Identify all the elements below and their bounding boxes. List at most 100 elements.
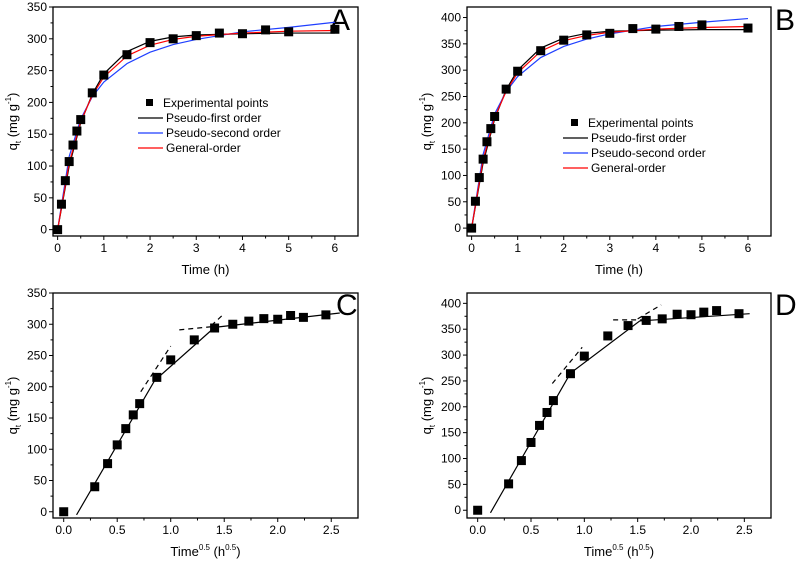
data-point [536,46,546,56]
y-label-part: ) [419,377,434,381]
fit-line [489,313,750,514]
panel-a: 0 1 2 3 4 5 6 0 50 100 150 200 250 300 350 Time (h) qt (… [4,0,359,277]
data-point [168,34,178,44]
plot-frame [466,6,772,237]
fit-line [76,312,340,516]
y-label-part: t [428,424,437,427]
legend-label: Pseudo-second order [166,126,281,140]
y-label-part: t [14,140,23,143]
x-tick-label: 4 [239,241,246,255]
plot-area [489,304,750,514]
x-tick-label: 2.5 [736,523,753,537]
x-axis-label: Time (h) [595,262,643,277]
data-point [59,507,69,517]
x-tick-label: 0.5 [523,523,540,537]
data-point [473,505,483,515]
y-label-part: (mg g [419,104,434,141]
x-tick-label: 5 [285,241,292,255]
x-tick-label: 2.5 [323,523,340,537]
series-line-pseudo-second-order [57,21,335,230]
y-tick-label: 250 [441,374,461,388]
data-point [672,309,682,319]
y-tick-label: 150 [441,142,461,156]
data-point [298,312,308,322]
y-tick-label: 100 [441,452,461,466]
y-tick-label: 200 [441,400,461,414]
legend-label: Experimental points [588,116,693,130]
legend-label: General-order [591,161,666,175]
y-tick-label: 150 [441,426,461,440]
y-tick-label: 150 [27,411,47,425]
y-tick-label: 50 [34,474,48,488]
y-axis-label: qt (mg g-1) [418,93,437,151]
panel-letter: D [775,289,797,322]
x-tick-label: 3 [606,241,613,255]
data-point [64,157,74,167]
x-label-part: 0.5 [199,543,211,552]
data-point [623,321,633,331]
x-tick-label: 1 [100,241,107,255]
x-axis-label: Time0.5 (h0.5) [170,543,240,559]
y-label-part: -1 [4,380,13,388]
data-point [189,335,199,345]
x-label-part: ) [650,544,654,559]
data-point [657,314,667,324]
y-tick-label: 50 [448,195,462,209]
plot-frame [52,292,359,519]
panel-letter: C [336,289,358,322]
data-point [579,351,589,361]
data-point [628,24,638,34]
y-tick-label: 350 [441,37,461,51]
data-point [259,314,269,324]
x-tick-label: 2.0 [683,523,700,537]
x-tick-label: 2 [147,241,154,255]
dashed-line [637,304,662,320]
y-tick-label: 0 [40,505,47,519]
data-point [605,28,615,38]
legend-marker-points [571,119,578,126]
x-tick-label: 1.5 [216,523,233,537]
data-point [535,420,545,430]
y-label-part: q [419,427,434,434]
x-tick-label: 0 [468,241,475,255]
y-label-part: t [14,424,23,427]
data-point [72,126,82,136]
x-tick-label: 6 [332,241,339,255]
data-point [490,111,500,121]
data-point [152,372,162,382]
y-tick-label: 400 [441,296,461,310]
x-label-part: Time [170,544,198,559]
data-point [603,331,613,341]
y-label-part: ) [419,93,434,97]
data-point [743,23,753,33]
data-point [330,24,340,34]
data-point [697,20,707,30]
x-axis-label: Time (h) [182,262,230,277]
y-axis-label: qt (mg g-1) [4,93,23,151]
data-point [286,311,296,320]
y-tick-label: 250 [27,349,47,363]
data-point [467,223,477,233]
legend-label: Pseudo-first order [166,111,261,125]
x-tick-label: 0.5 [109,523,126,537]
y-tick-label: 300 [441,63,461,77]
x-tick-label: 1 [514,241,521,255]
y-label-part: (mg g [5,104,20,141]
data-point [112,440,122,450]
data-point [542,407,552,417]
data-point [191,31,201,41]
data-point [699,307,709,317]
data-point [504,479,514,489]
data-point [501,84,511,94]
y-tick-label: 0 [454,503,461,517]
x-label-part: (h [623,544,638,559]
y-tick-label: 100 [27,442,47,456]
data-point [56,199,66,209]
data-point [641,315,651,325]
data-point [470,196,480,206]
x-label-part: (h [210,544,225,559]
data-point [53,225,63,235]
y-tick-label: 0 [454,221,461,235]
data-point [68,140,78,150]
data-point [686,310,696,320]
